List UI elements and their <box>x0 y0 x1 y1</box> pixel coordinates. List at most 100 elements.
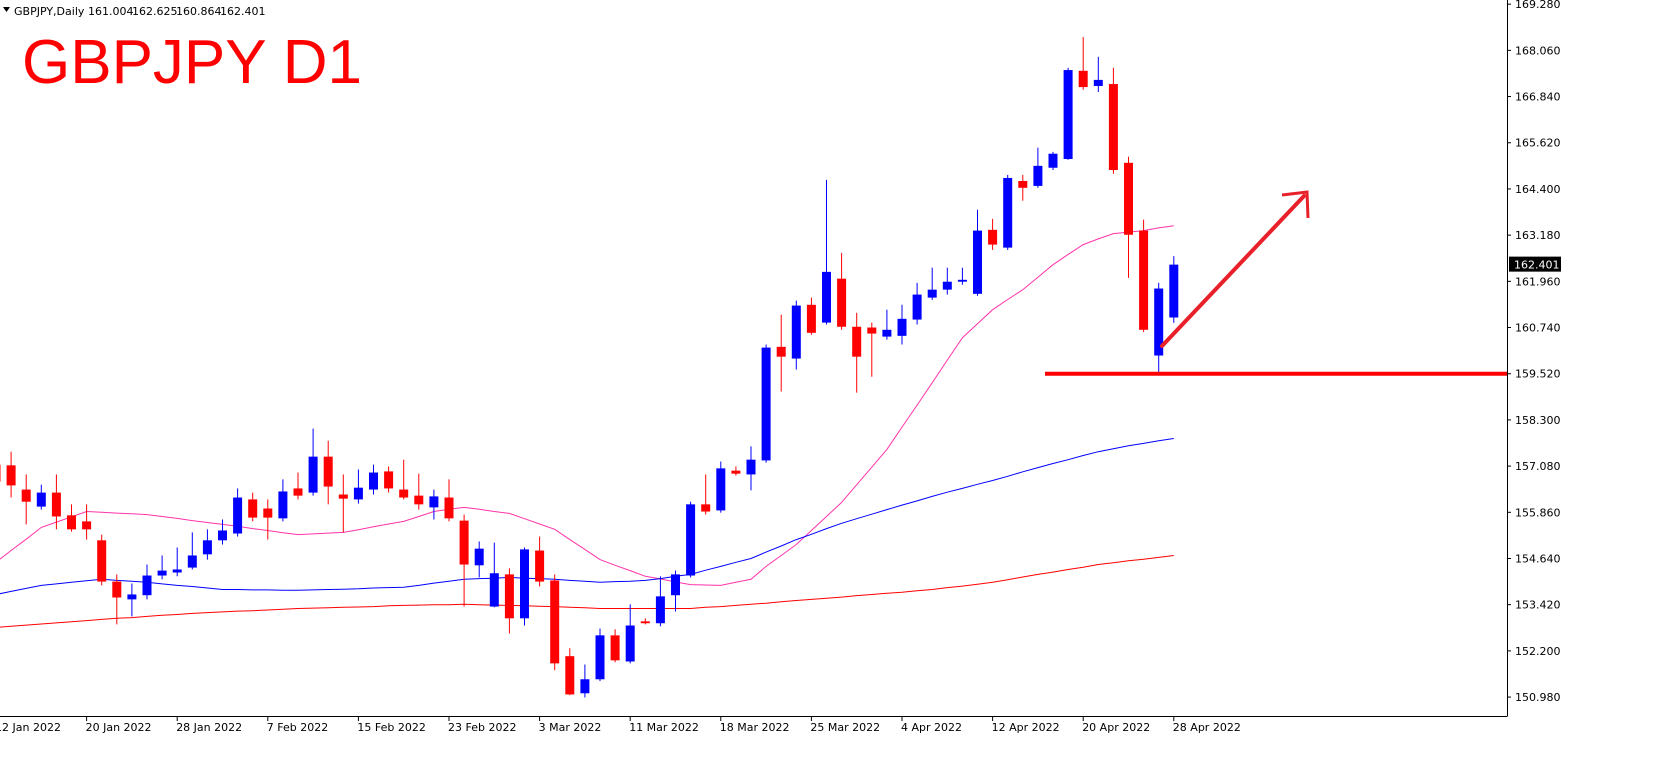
plot-area <box>0 37 1179 698</box>
candle-body <box>535 550 545 582</box>
moving-average-line <box>0 555 1174 628</box>
price-label: 162.401 <box>1514 259 1560 272</box>
candle-body <box>1048 153 1058 168</box>
y-tick-label: 163.180 <box>1515 229 1561 242</box>
header-low: 160.864 <box>176 5 222 18</box>
x-tick-label: 20 Jan 2022 <box>86 721 152 734</box>
candle-body <box>263 508 273 518</box>
candle-body <box>882 329 892 337</box>
candle-body <box>957 279 967 282</box>
arrow-annotation <box>1160 190 1310 348</box>
x-tick-label: 12 Apr 2022 <box>992 721 1060 734</box>
header-close: 162.401 <box>220 5 266 18</box>
chart-title: GBPJPY D1 <box>22 28 362 97</box>
y-tick-label: 152.200 <box>1515 645 1561 658</box>
candle-body <box>701 504 711 512</box>
candle-body <box>852 326 862 357</box>
candle-body <box>6 465 16 486</box>
candle-body <box>399 489 409 498</box>
y-tick-label: 153.420 <box>1515 599 1561 612</box>
y-tick-label: 161.960 <box>1515 275 1561 288</box>
moving-average-line <box>0 438 1174 595</box>
candle-body <box>1108 84 1118 171</box>
candle-body <box>414 495 424 505</box>
candle-body <box>610 635 620 661</box>
y-tick-label: 155.860 <box>1515 506 1561 519</box>
candle-body <box>1063 70 1073 160</box>
candle-body <box>1169 264 1179 318</box>
y-tick-label: 150.980 <box>1515 691 1561 704</box>
candle-body <box>580 679 590 694</box>
header-open: 161.004 <box>88 5 134 18</box>
x-tick-label: 18 Mar 2022 <box>720 721 790 734</box>
candle-body <box>746 459 756 475</box>
candle-body <box>1078 70 1088 88</box>
candle-body <box>761 347 771 461</box>
y-tick-label: 166.840 <box>1515 91 1561 104</box>
candle-body <box>202 540 212 555</box>
x-tick-label: 25 Mar 2022 <box>810 721 880 734</box>
y-tick-label: 165.620 <box>1515 137 1561 150</box>
candle-body <box>489 573 499 607</box>
x-tick-label: 15 Feb 2022 <box>357 721 425 734</box>
candle-body <box>565 656 575 695</box>
candle-body <box>988 229 998 245</box>
x-tick-label: 11 Mar 2022 <box>629 721 699 734</box>
x-tick-label: 23 Feb 2022 <box>448 721 516 734</box>
candle-body <box>1033 165 1043 186</box>
symbol-label: GBPJPY,Daily <box>14 5 85 18</box>
moving-average-line <box>0 225 1174 586</box>
candle-body <box>806 304 816 333</box>
arrow-head <box>1281 190 1310 219</box>
candle-body <box>353 487 363 500</box>
x-tick-label: 12 Jan 2022 <box>0 721 61 734</box>
candle-body <box>791 305 801 359</box>
candle-body <box>671 574 680 596</box>
candle-body <box>625 625 635 662</box>
candle-body <box>97 540 107 582</box>
candle-body <box>1154 288 1164 356</box>
candle-body <box>504 574 514 619</box>
candle-body <box>867 327 877 334</box>
chart-header: GBPJPY,Daily 161.004162.625160.864162.401 <box>14 5 266 18</box>
y-tick-label: 157.080 <box>1515 460 1561 473</box>
candle-body <box>233 497 243 534</box>
candle-body <box>550 580 560 664</box>
candle-body <box>686 504 696 576</box>
candle-body <box>369 472 378 490</box>
candle-body <box>595 635 605 680</box>
x-tick-label: 28 Jan 2022 <box>176 721 242 734</box>
candle-body <box>157 570 167 576</box>
price-box <box>1509 256 1561 272</box>
candle-body <box>142 575 152 596</box>
y-tick-label: 169.280 <box>1515 0 1561 11</box>
candle-body <box>1018 180 1028 188</box>
arrow-shaft <box>1160 194 1306 348</box>
candle-body <box>127 594 137 600</box>
candle-body <box>293 488 303 496</box>
candle-body <box>36 492 46 507</box>
candle-body <box>1093 79 1103 86</box>
menu-triangle[interactable] <box>3 7 10 12</box>
x-tick-label: 3 Mar 2022 <box>539 721 602 734</box>
candle-body <box>474 548 484 566</box>
candle-body <box>308 456 318 493</box>
candle-body <box>459 520 469 565</box>
candle-body <box>942 281 952 290</box>
candle-body <box>172 569 182 573</box>
candle-body <box>0 464 1 482</box>
candle-body <box>187 555 197 568</box>
candle-body <box>912 294 922 320</box>
candle-body <box>973 230 982 294</box>
candle-body <box>716 468 726 511</box>
candle-body <box>1003 177 1013 248</box>
x-tick-label: 7 Feb 2022 <box>267 721 328 734</box>
y-tick-label: 154.640 <box>1515 552 1561 565</box>
y-tick-label: 168.060 <box>1515 44 1561 57</box>
candle-body <box>338 494 348 499</box>
candle-body <box>51 492 61 517</box>
candle-body <box>112 581 122 598</box>
candle-body <box>82 521 92 530</box>
candle-body <box>444 497 454 519</box>
candle-body <box>731 470 741 474</box>
